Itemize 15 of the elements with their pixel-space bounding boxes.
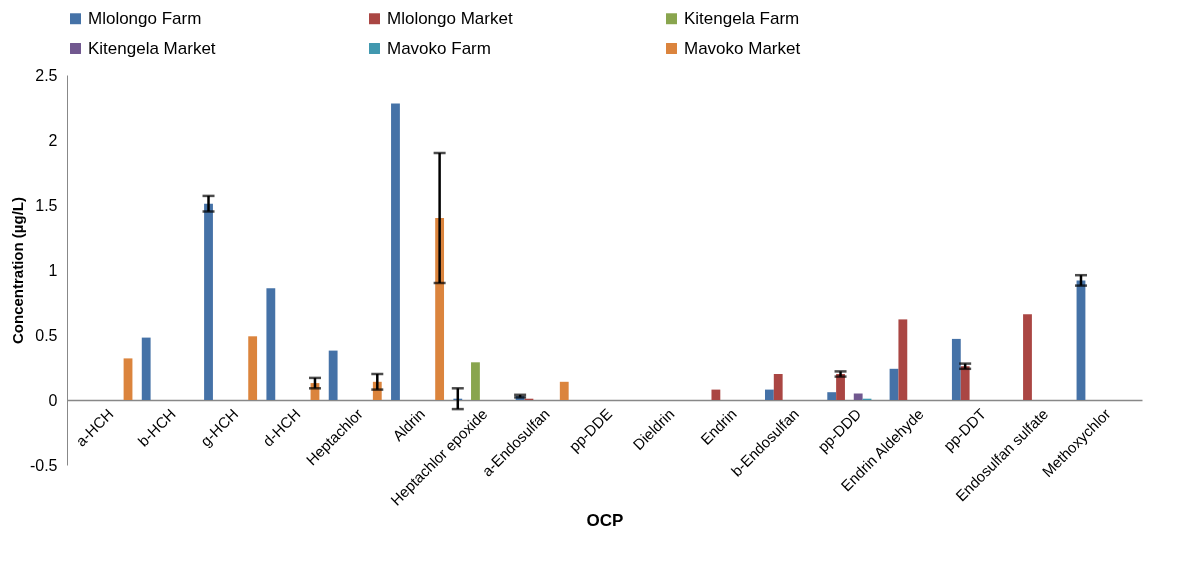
x-axis-title: OCP — [586, 510, 624, 530]
y-tick-label: -0.5 — [29, 456, 58, 474]
y-axis-title: Concentration (µg/L) — [8, 197, 26, 344]
legend-label: Mavoko Market — [684, 38, 801, 58]
legend-label: Kitengela Farm — [684, 8, 800, 28]
y-tick-label: 0.5 — [35, 326, 58, 344]
y-tick-label: 2 — [48, 131, 58, 149]
y-tick-label: 1.5 — [35, 196, 58, 214]
legend-label: Kitengela Market — [88, 38, 216, 58]
legend-label: Mavoko Farm — [387, 38, 491, 58]
legend-label: Mlolongo Farm — [88, 8, 202, 28]
y-tick-label: 2.5 — [35, 66, 58, 84]
y-tick-label: 0 — [48, 391, 58, 409]
y-tick-label: 1 — [48, 261, 58, 279]
legend-label: Mlolongo Market — [387, 8, 513, 28]
